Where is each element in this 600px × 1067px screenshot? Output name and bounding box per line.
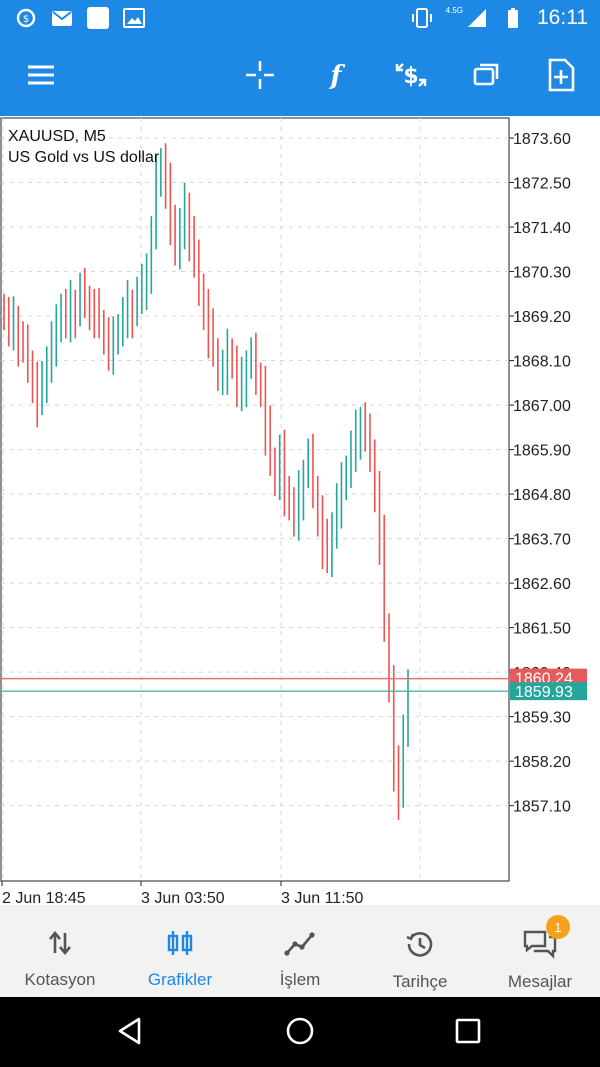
chart-symbol-info: XAUUSD, M5 US Gold vs US dollar (8, 126, 159, 168)
nav-messages-label: Mesajlar (507, 972, 573, 991)
bid-price-box (510, 682, 587, 701)
clock: 16:11 (537, 6, 588, 29)
windows-icon (471, 60, 501, 95)
trade-line-icon (284, 929, 316, 962)
menu-button[interactable] (22, 58, 60, 96)
price-axis-label: 1868.10 (513, 354, 571, 371)
messages-icon (523, 929, 557, 964)
chart-canvas[interactable]: 1873.60 1872.50 1871.40 1870.30 1869.20 1868.… (0, 116, 600, 905)
nav-history[interactable]: Tarihçe (360, 905, 480, 997)
nav-trade-label: İşlem (279, 970, 321, 989)
nav-charts[interactable]: Grafikler (120, 905, 240, 997)
svg-text:$: $ (403, 64, 418, 89)
back-button[interactable] (110, 1013, 150, 1053)
back-icon (115, 1016, 145, 1051)
quotes-arrows-icon (46, 929, 74, 962)
new-order-button[interactable] (542, 58, 580, 96)
price-axis-label: 1858.20 (513, 754, 571, 771)
function-icon: f (321, 60, 351, 95)
home-icon (285, 1016, 315, 1051)
trade-icon: $ (393, 58, 429, 97)
status-bar: $ 4.5G 16:11 (0, 0, 600, 38)
signal-icon (465, 6, 489, 30)
history-icon (405, 929, 435, 964)
nav-charts-label: Grafikler (147, 970, 213, 989)
new-document-icon (546, 58, 576, 97)
price-axis-label: 1857.10 (513, 799, 571, 816)
vibrate-icon (410, 6, 434, 30)
price-chart[interactable]: 1873.60 1872.50 1871.40 1870.30 1869.20 1868.… (0, 116, 600, 905)
nav-messages[interactable]: 1 Mesajlar (480, 905, 600, 997)
crosshair-icon (244, 59, 276, 96)
gmail-icon (50, 6, 74, 30)
messages-badge: 1 (546, 915, 570, 939)
recents-button[interactable] (448, 1013, 488, 1053)
price-axis-label: 1862.60 (513, 576, 571, 593)
network-type: 4.5G (445, 5, 463, 15)
svg-text:f: f (328, 61, 345, 90)
chart-plot-frame (0, 117, 510, 882)
ask-price-box (510, 668, 587, 687)
crosshair-button[interactable] (241, 58, 279, 96)
trade-button[interactable]: $ (392, 58, 430, 96)
nav-quotes[interactable]: Kotasyon (0, 905, 120, 997)
battery-icon (501, 6, 525, 30)
price-axis-label: 1859.30 (513, 710, 571, 727)
image-icon (122, 6, 146, 30)
time-axis-label: 3 Jun 11:50 (281, 890, 364, 905)
system-navigation (0, 997, 600, 1067)
price-axis-label: 1864.80 (513, 487, 571, 504)
blank-notification-icon (86, 6, 110, 30)
nav-history-label: Tarihçe (392, 972, 448, 991)
home-button[interactable] (280, 1013, 320, 1053)
bottom-navigation: Kotasyon Grafikler İşlem Tarihçe 1 Mesaj… (0, 905, 600, 997)
mt-app-icon: $ (14, 6, 38, 30)
time-axis-label: 2 Jun 18:45 (2, 890, 86, 905)
price-axis-label: 1863.70 (513, 532, 571, 549)
windows-button[interactable] (467, 58, 505, 96)
bid-price-label: 1859.93 (515, 684, 573, 701)
price-axis-label: 1867.00 (513, 398, 571, 415)
price-axis-label: 1870.30 (513, 265, 571, 282)
price-axis-label: 1873.60 (513, 131, 571, 148)
menu-icon (26, 60, 56, 95)
candlestick-chart-icon (166, 929, 194, 962)
nav-trade[interactable]: İşlem (240, 905, 360, 997)
svg-text:$: $ (23, 14, 29, 25)
indicators-button[interactable]: f (317, 58, 355, 96)
app-toolbar: f $ (0, 38, 600, 116)
recents-icon (454, 1017, 482, 1050)
price-axis-label: 1869.20 (513, 309, 571, 326)
chart-symbol: XAUUSD, M5 (8, 128, 106, 145)
time-axis-label: 3 Jun 03:50 (141, 890, 225, 905)
price-axis-label: 1871.40 (513, 220, 571, 237)
price-axis-label: 1861.50 (513, 621, 571, 638)
chart-symbol-description: US Gold vs US dollar (8, 149, 160, 166)
price-axis-label: 1865.90 (513, 443, 571, 460)
nav-quotes-label: Kotasyon (24, 970, 96, 989)
price-axis-label: 1872.50 (513, 176, 571, 193)
